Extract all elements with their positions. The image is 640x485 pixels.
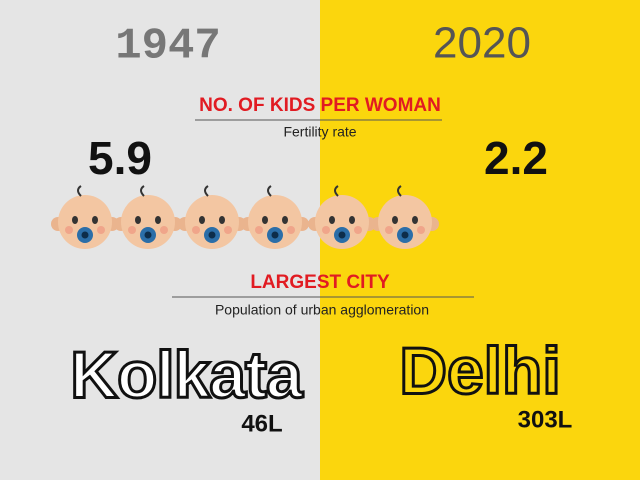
right-year: 2020: [433, 19, 531, 68]
section-subtitle: Population of urban agglomeration: [215, 302, 429, 318]
left-population: 46L: [241, 410, 282, 437]
left-value: 5.9: [88, 132, 152, 184]
right-population: 303L: [518, 406, 573, 433]
right-city: Delhi: [399, 333, 560, 407]
right-value: 2.2: [484, 132, 548, 184]
section-title: LARGEST CITY: [250, 272, 390, 293]
section-subtitle: Fertility rate: [283, 124, 356, 140]
right-panel: [320, 0, 640, 480]
left-year: 1947: [115, 22, 221, 72]
section-title: NO. OF KIDS PER WOMAN: [199, 95, 441, 116]
left-city: Kolkata: [70, 337, 304, 411]
